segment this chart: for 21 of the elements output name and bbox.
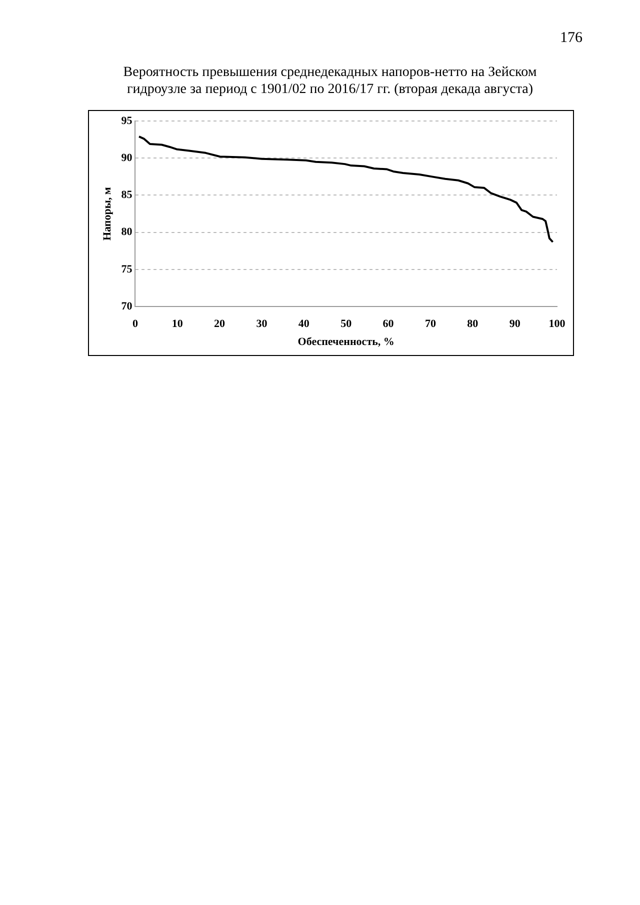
x-tick-label: 90 [509, 318, 521, 330]
x-tick-label: 20 [214, 318, 226, 330]
x-tick-label: 50 [340, 318, 352, 330]
y-tick-label: 70 [121, 300, 133, 312]
y-tick-label: 90 [121, 152, 133, 164]
text: 176 [560, 30, 582, 47]
x-tick-label: 40 [298, 318, 310, 330]
x-tick-label: 80 [467, 318, 479, 330]
y-axis-title: Напоры, м [101, 186, 114, 241]
y-tick-label: 85 [121, 189, 133, 202]
x-tick-label: 10 [172, 318, 184, 330]
x-axis-title: Обеспеченность, % [298, 336, 394, 348]
y-tick-label: 80 [121, 226, 133, 238]
x-tick-label: 100 [548, 318, 566, 330]
chart-title: Вероятность превышения среднедекадных напоров-нетто на Зейском гидроузле за период с 1901/02 по 2016/17 гг. (вторая декада августа) [122, 64, 538, 98]
x-tick-label: 0 [132, 318, 138, 330]
x-tick-label: 60 [382, 318, 394, 330]
y-tick-label: 75 [121, 263, 133, 276]
x-tick-label: 70 [424, 318, 436, 330]
x-tick-label: 30 [256, 318, 268, 330]
y-tick-label: 95 [121, 114, 133, 127]
